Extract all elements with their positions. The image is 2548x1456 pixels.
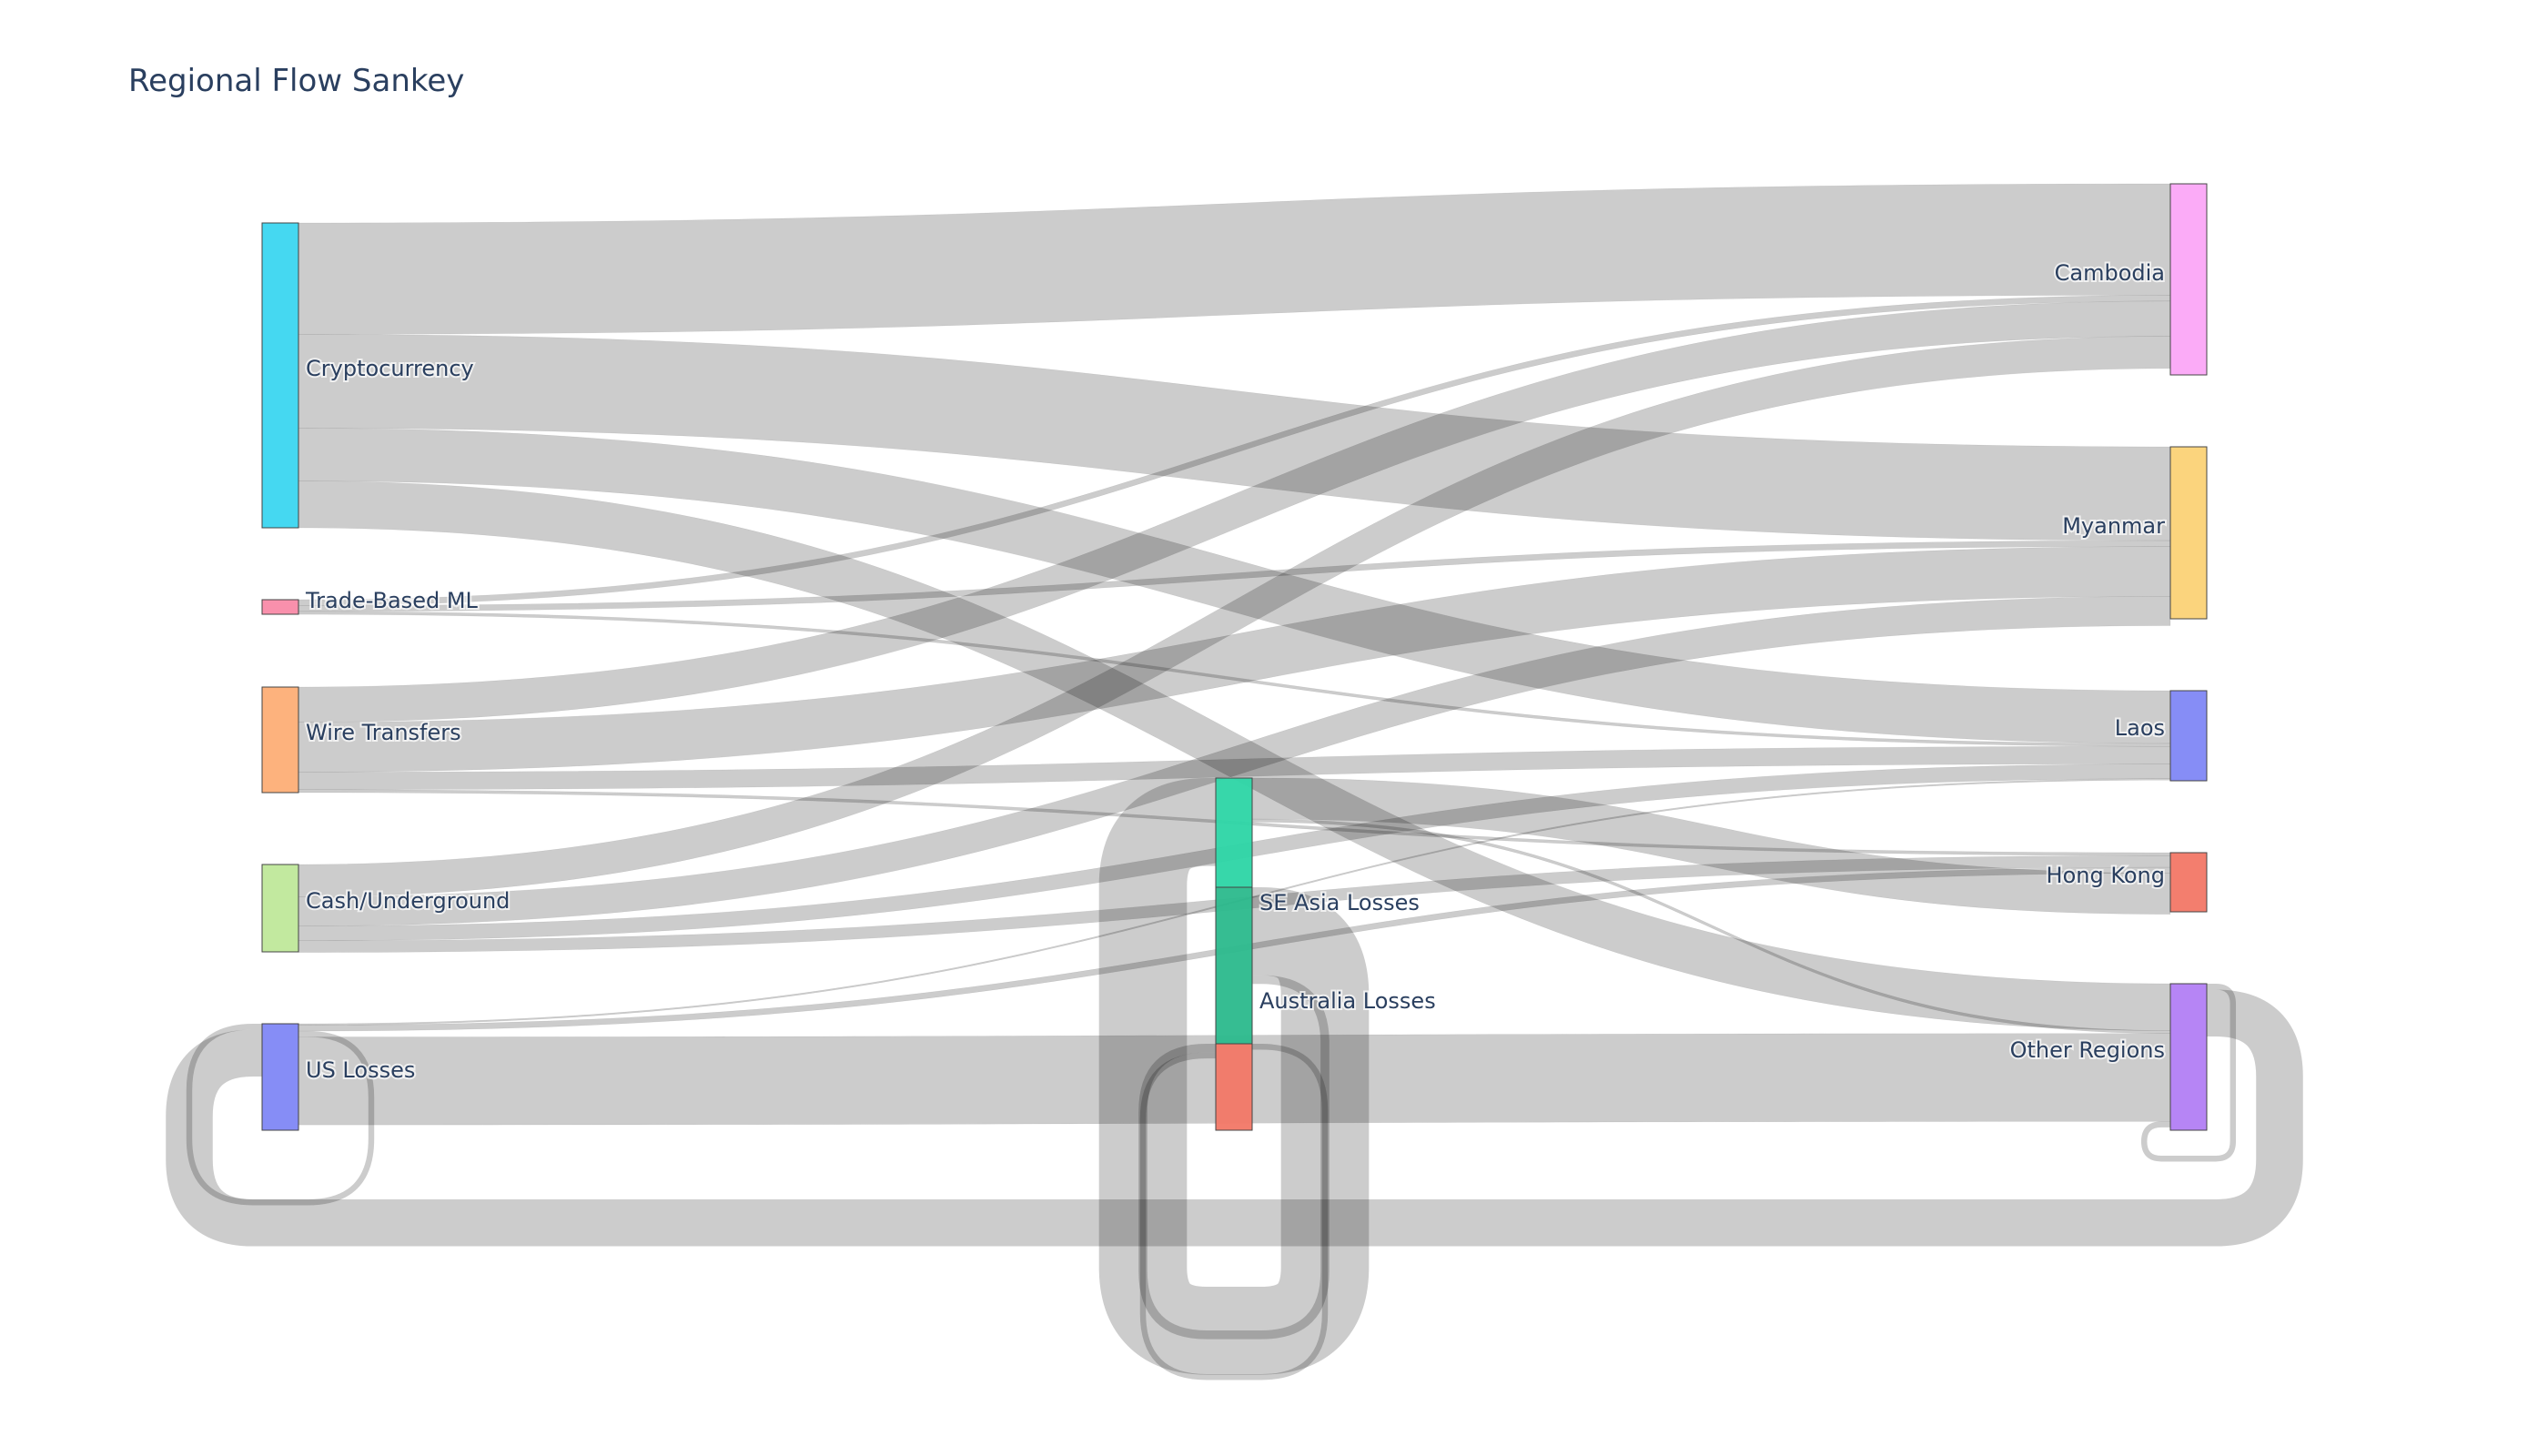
sankey-node-label-cash: Cash/Underground <box>306 888 510 914</box>
sankey-node-label-hk: Hong Kong <box>2047 863 2165 888</box>
sankey-node-label-us: US Losses <box>306 1057 415 1083</box>
sankey-node-myanmar[interactable] <box>2169 446 2208 620</box>
sankey-node-wire[interactable] <box>261 686 299 794</box>
sankey-node-crypto[interactable] <box>261 222 299 529</box>
sankey-node-cambodia[interactable] <box>2169 183 2208 376</box>
sankey-node-aus[interactable] <box>1215 886 1253 1045</box>
sankey-loop-links <box>166 777 2303 1380</box>
sankey-nodes <box>261 183 2208 1131</box>
sankey-node-aus2[interactable] <box>1215 1043 1253 1131</box>
sankey-node-cash[interactable] <box>261 864 299 953</box>
sankey-node-sea[interactable] <box>1215 777 1253 888</box>
sankey-node-hk[interactable] <box>2169 852 2208 913</box>
sankey-link-aus-aus2[interactable] <box>1138 975 1330 1340</box>
sankey-node-laos[interactable] <box>2169 690 2208 782</box>
sankey-node-label-crypto: Cryptocurrency <box>306 356 474 381</box>
sankey-node-label-sea: SE Asia Losses <box>1259 890 1420 915</box>
sankey-node-label-other: Other Regions <box>2010 1037 2165 1063</box>
sankey-node-labels: Cryptocurrency Trade-Based ML Wire Transfe… <box>303 258 2167 1085</box>
sankey-link-aus2-aus2[interactable] <box>1139 1043 1329 1380</box>
sankey-node-label-cambodia: Cambodia <box>2055 260 2165 286</box>
sankey-node-label-aus: Australia Losses <box>1259 988 1436 1014</box>
sankey-link-other-us[interactable] <box>166 989 2303 1247</box>
sankey-node-label-tbml: Trade-Based ML <box>305 588 479 613</box>
sankey-node-us[interactable] <box>261 1023 299 1131</box>
chart-title: Regional Flow Sankey <box>128 63 464 99</box>
sankey-link-cash-myanmar[interactable] <box>298 596 2171 926</box>
sankey-node-label-laos: Laos <box>2115 715 2165 741</box>
sankey-link-aus-sea[interactable] <box>1098 777 1370 1375</box>
sankey-link-sea-hk[interactable] <box>1251 777 2171 915</box>
sankey-node-label-myanmar: Myanmar <box>2062 513 2165 539</box>
sankey-link-us-us[interactable] <box>186 1023 375 1206</box>
sankey-node-tbml[interactable] <box>261 599 299 615</box>
sankey-node-label-wire: Wire Transfers <box>306 720 461 745</box>
sankey-link-other-other[interactable] <box>2140 983 2237 1162</box>
sankey-node-other[interactable] <box>2169 983 2208 1131</box>
